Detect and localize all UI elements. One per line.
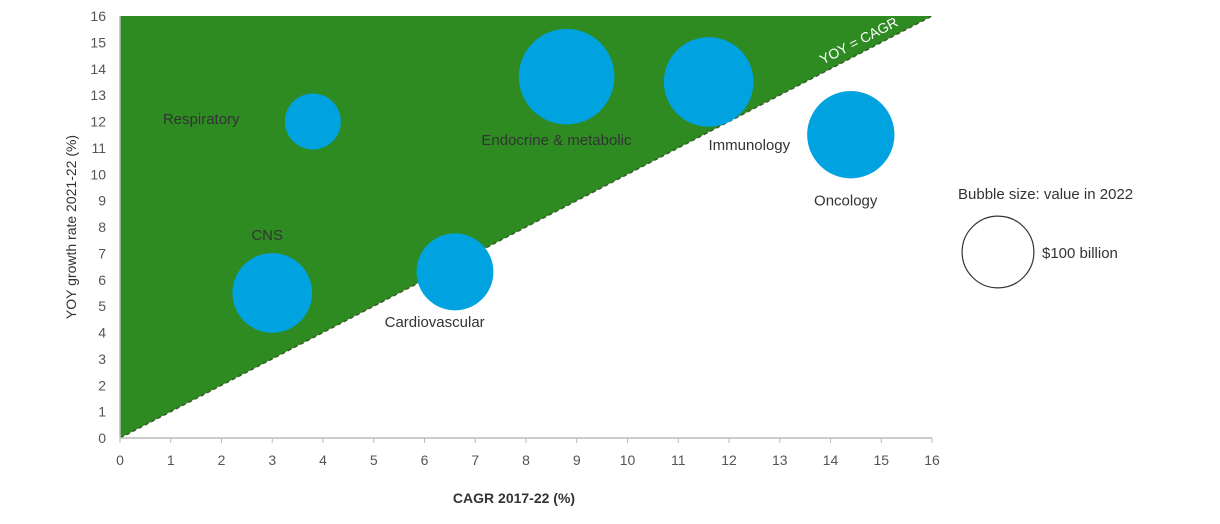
y-tick-label: 14 <box>90 61 106 77</box>
y-tick-label: 1 <box>98 404 106 420</box>
bubble-label-cardiovascular: Cardiovascular <box>385 314 485 331</box>
x-tick-label: 16 <box>924 452 940 468</box>
y-tick-label: 4 <box>98 325 106 341</box>
x-tick-label: 1 <box>167 452 175 468</box>
y-tick-label: 11 <box>91 140 106 156</box>
legend-title: Bubble size: value in 2022 <box>958 186 1133 203</box>
bubble-label-endocrine-metabolic: Endocrine & metabolic <box>481 132 632 149</box>
x-tick-label: 11 <box>671 452 686 468</box>
x-tick-label: 5 <box>370 452 378 468</box>
x-tick-label: 0 <box>116 452 124 468</box>
bubble-label-immunology: Immunology <box>708 137 790 154</box>
y-tick-label: 16 <box>90 8 106 24</box>
bubble-immunology <box>663 37 754 127</box>
x-tick-label: 3 <box>268 452 276 468</box>
bubble-cardiovascular <box>416 233 494 311</box>
x-tick-label: 6 <box>421 452 429 468</box>
y-tick-label: 13 <box>90 87 106 103</box>
bubble-cns <box>232 253 313 333</box>
bubble-respiratory <box>284 93 341 150</box>
y-axis-title: YOY growth rate 2021-22 (%) <box>63 135 79 319</box>
x-tick-labels: 0 1 2 3 4 5 6 7 8 9 10 11 12 13 14 15 16 <box>116 438 940 468</box>
x-tick-label: 12 <box>721 452 737 468</box>
y-tick-label: 6 <box>98 272 106 288</box>
bubble-endocrine-metabolic <box>518 28 615 125</box>
y-tick-label: 9 <box>98 193 106 209</box>
x-tick-label: 14 <box>823 452 839 468</box>
bubble-label-respiratory: Respiratory <box>163 111 240 128</box>
x-tick-label: 2 <box>218 452 226 468</box>
bubble-label-oncology: Oncology <box>814 193 878 210</box>
y-tick-label: 7 <box>98 245 106 261</box>
legend-reference-bubble <box>961 215 1035 289</box>
bubbles: Respiratory Endocrine & metabolic Immunolo… <box>163 28 895 333</box>
x-axis-title: CAGR 2017-22 (%) <box>453 490 575 506</box>
bubble-oncology <box>807 91 895 179</box>
bubble-label-cns: CNS <box>251 227 283 244</box>
legend-reference-label: $100 billion <box>1042 245 1118 262</box>
x-tick-label: 10 <box>620 452 636 468</box>
x-tick-label: 8 <box>522 452 530 468</box>
y-tick-label: 2 <box>98 377 106 393</box>
y-tick-label: 3 <box>98 351 106 367</box>
x-tick-label: 4 <box>319 452 327 468</box>
parity-reference-line <box>119 15 933 439</box>
y-tick-label: 5 <box>98 298 106 314</box>
x-tick-label: 9 <box>573 452 581 468</box>
y-tick-label: 12 <box>90 114 106 130</box>
x-tick-label: 13 <box>772 452 788 468</box>
y-tick-label: 10 <box>90 166 106 182</box>
x-tick-label: 15 <box>873 452 889 468</box>
y-tick-label: 15 <box>90 34 106 50</box>
y-tick-label: 8 <box>98 219 106 235</box>
y-tick-label: 0 <box>98 430 106 446</box>
x-tick-label: 7 <box>471 452 479 468</box>
